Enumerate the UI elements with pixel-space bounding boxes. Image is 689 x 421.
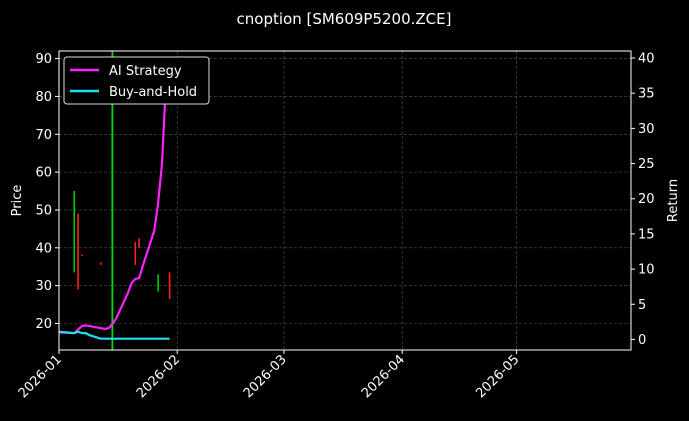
legend-label-ai-strategy: AI Strategy bbox=[109, 64, 182, 79]
y2-tick-label: 5 bbox=[638, 298, 646, 313]
y-tick-label: 70 bbox=[35, 128, 52, 143]
legend: AI Strategy Buy-and-Hold bbox=[63, 56, 210, 105]
y-axis-label: Price bbox=[10, 185, 25, 217]
y-tick-label: 30 bbox=[35, 279, 52, 294]
y-tick-label: 50 bbox=[35, 203, 52, 218]
series-line-buy-and-hold bbox=[58, 330, 170, 340]
y2-tick-label: 30 bbox=[638, 122, 655, 137]
y2-tick-label: 35 bbox=[638, 87, 655, 102]
y2-tick-label: 20 bbox=[638, 192, 655, 207]
plot-frame bbox=[58, 50, 632, 351]
y2-axis-label: Return bbox=[666, 179, 681, 222]
y-tick-label: 40 bbox=[35, 241, 52, 256]
legend-box bbox=[63, 56, 210, 105]
y-tick-label: 20 bbox=[35, 317, 52, 332]
y-tick-label: 60 bbox=[35, 166, 52, 181]
legend-label-buy-and-hold: Buy-and-Hold bbox=[109, 85, 197, 100]
y2-tick-label: 25 bbox=[638, 157, 655, 172]
y2-tick-label: 10 bbox=[638, 263, 655, 278]
y2-tick-label: 40 bbox=[638, 52, 655, 67]
y-tick-label: 80 bbox=[35, 90, 52, 105]
y2-tick-label: 0 bbox=[638, 333, 646, 348]
y-tick-label: 90 bbox=[35, 52, 52, 67]
y2-tick-label: 15 bbox=[638, 227, 655, 242]
chart-title: cnoption [SM609P5200.ZCE] bbox=[237, 10, 452, 28]
candles bbox=[73, 191, 171, 299]
series-lines bbox=[58, 57, 171, 340]
series-line-ai-strategy bbox=[58, 57, 171, 335]
